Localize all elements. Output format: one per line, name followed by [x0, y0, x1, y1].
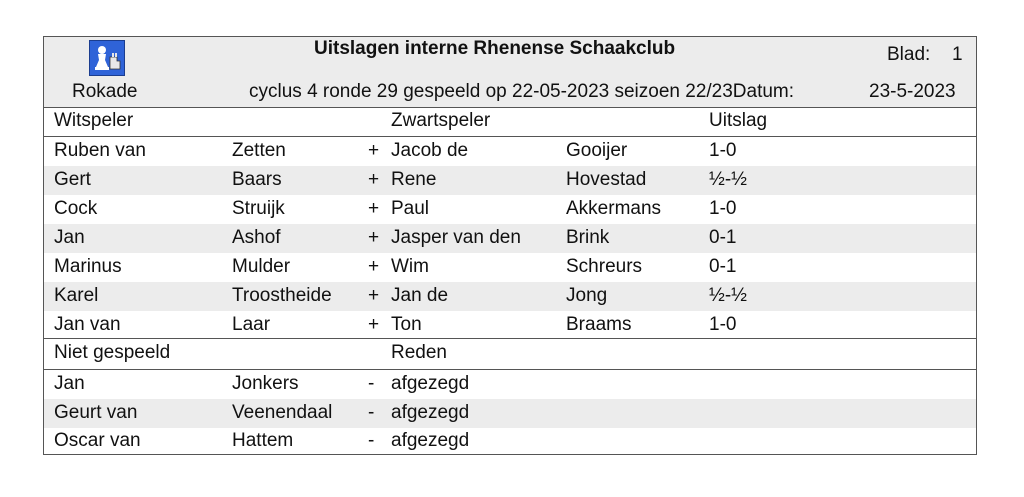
club-logo-icon	[89, 40, 125, 76]
row-sign: -	[368, 402, 375, 423]
black-last-name: Hovestad	[566, 169, 647, 190]
list-item: Geurt van Veenendaal - afgezegd	[44, 399, 976, 428]
absence-reason: afgezegd	[391, 430, 470, 451]
game-result: 1-0	[709, 314, 737, 335]
game-result: 0-1	[709, 227, 737, 248]
white-first-name: Marinus	[54, 256, 122, 277]
white-first-name: Cock	[54, 198, 98, 219]
row-sign: -	[368, 430, 375, 451]
white-first-name: Jan van	[54, 314, 121, 335]
player-last-name: Hattem	[232, 430, 294, 451]
row-sign: +	[368, 198, 380, 219]
table-row: Ruben van Zetten + Jacob de Gooijer 1-0	[44, 137, 976, 166]
report-date: 23-5-2023	[869, 81, 956, 102]
white-last-name: Troostheide	[232, 285, 332, 306]
sheet-number-label: Blad:	[887, 44, 931, 65]
table-row: Marinus Mulder + Wim Schreurs 0-1	[44, 253, 976, 282]
player-last-name: Veenendaal	[232, 402, 333, 423]
club-name: Rokade	[72, 81, 138, 102]
game-result: 0-1	[709, 256, 737, 277]
black-last-name: Braams	[566, 314, 632, 335]
table-row: Cock Struijk + Paul Akkermans 1-0	[44, 195, 976, 224]
game-result: ½-½	[709, 169, 748, 190]
row-sign: +	[368, 169, 380, 190]
white-first-name: Ruben van	[54, 140, 146, 161]
result-header: Uitslag	[709, 110, 768, 131]
table-row: Jan van Laar + Ton Braams 1-0	[44, 311, 976, 340]
black-first-name: Paul	[391, 198, 430, 219]
round-info: cyclus 4 ronde 29 gespeeld op 22-05-2023…	[249, 81, 795, 102]
row-sign: -	[368, 373, 375, 394]
results-sheet: Rokade Uitslagen interne Rhenense Schaak…	[43, 36, 977, 455]
game-result: 1-0	[709, 140, 737, 161]
black-last-name: Brink	[566, 227, 610, 248]
absence-reason: afgezegd	[391, 402, 470, 423]
black-first-name: Rene	[391, 169, 437, 190]
black-last-name: Gooijer	[566, 140, 628, 161]
sheet-title: Uitslagen interne Rhenense Schaakclub	[314, 38, 676, 59]
white-first-name: Gert	[54, 169, 91, 190]
row-sign: +	[368, 285, 380, 306]
results-header-row: Witspeler Zwartspeler Uitslag	[44, 107, 976, 137]
player-first-name: Oscar van	[54, 430, 141, 451]
white-first-name: Jan	[54, 227, 85, 248]
white-last-name: Zetten	[232, 140, 286, 161]
row-sign: +	[368, 314, 380, 335]
game-result: ½-½	[709, 285, 748, 306]
white-last-name: Laar	[232, 314, 271, 335]
white-first-name: Karel	[54, 285, 99, 306]
player-last-name: Jonkers	[232, 373, 299, 394]
player-first-name: Geurt van	[54, 402, 138, 423]
black-last-name: Akkermans	[566, 198, 662, 219]
list-item: Oscar van Hattem - afgezegd	[44, 427, 976, 456]
white-last-name: Ashof	[232, 227, 281, 248]
list-item: Jan Jonkers - afgezegd	[44, 370, 976, 399]
black-first-name: Jacob de	[391, 140, 469, 161]
row-sign: +	[368, 140, 380, 161]
row-sign: +	[368, 256, 380, 277]
row-sign: +	[368, 227, 380, 248]
black-first-name: Jan de	[391, 285, 449, 306]
black-first-name: Ton	[391, 314, 422, 335]
not-played-header-row: Niet gespeeld Reden	[44, 338, 976, 370]
not-played-header: Niet gespeeld	[54, 342, 171, 363]
sheet-number-value: 1	[952, 44, 963, 65]
absence-reason: afgezegd	[391, 373, 470, 394]
black-last-name: Jong	[566, 285, 608, 306]
black-first-name: Jasper van den	[391, 227, 521, 248]
player-first-name: Jan	[54, 373, 85, 394]
table-row: Jan Ashof + Jasper van den Brink 0-1	[44, 224, 976, 253]
game-result: 1-0	[709, 198, 737, 219]
black-first-name: Wim	[391, 256, 429, 277]
black-player-header: Zwartspeler	[391, 110, 491, 131]
white-last-name: Baars	[232, 169, 282, 190]
table-row: Karel Troostheide + Jan de Jong ½-½	[44, 282, 976, 311]
reason-header: Reden	[391, 342, 447, 363]
table-row: Gert Baars + Rene Hovestad ½-½	[44, 166, 976, 195]
sheet-header: Rokade Uitslagen interne Rhenense Schaak…	[44, 37, 976, 108]
white-last-name: Struijk	[232, 198, 285, 219]
black-last-name: Schreurs	[566, 256, 643, 277]
white-player-header: Witspeler	[54, 110, 134, 131]
white-last-name: Mulder	[232, 256, 291, 277]
